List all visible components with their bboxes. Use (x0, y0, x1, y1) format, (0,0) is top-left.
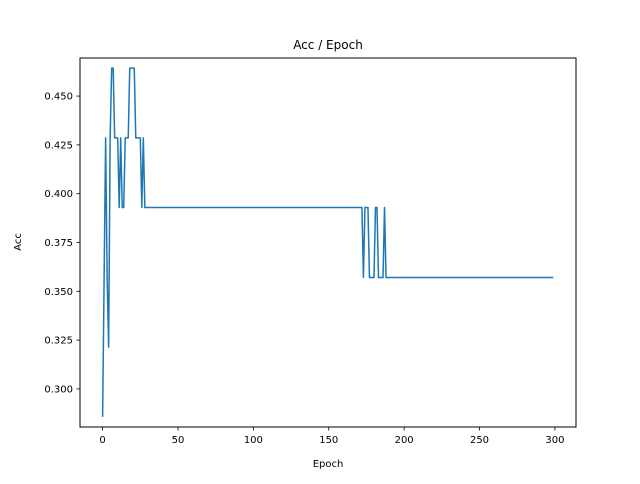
y-axis: 0.300 0.325 0.350 0.375 0.400 0.425 0.450 (44, 92, 80, 395)
chart-title: Acc / Epoch (293, 38, 363, 52)
y-tick-label: 0.300 (44, 384, 73, 395)
x-tick-label: 50 (172, 435, 185, 446)
x-axis: 0 50 100 150 200 250 300 (99, 427, 564, 446)
x-tick-label: 250 (470, 435, 489, 446)
x-tick-label: 100 (244, 435, 263, 446)
x-tick-label: 200 (395, 435, 414, 446)
x-tick-label: 0 (99, 435, 105, 446)
x-axis-label: Epoch (313, 459, 344, 470)
x-tick-label: 300 (545, 435, 564, 446)
x-tick-label: 150 (319, 435, 338, 446)
y-axis-label: Acc (13, 233, 24, 251)
y-tick-label: 0.375 (44, 238, 73, 249)
y-tick-label: 0.350 (44, 287, 73, 298)
series-layer (101, 67, 554, 417)
y-tick-label: 0.450 (44, 92, 73, 103)
y-tick-label: 0.400 (44, 189, 73, 200)
y-tick-label: 0.325 (44, 336, 73, 347)
y-tick-label: 0.425 (44, 140, 73, 151)
series-line-0 (101, 67, 554, 417)
